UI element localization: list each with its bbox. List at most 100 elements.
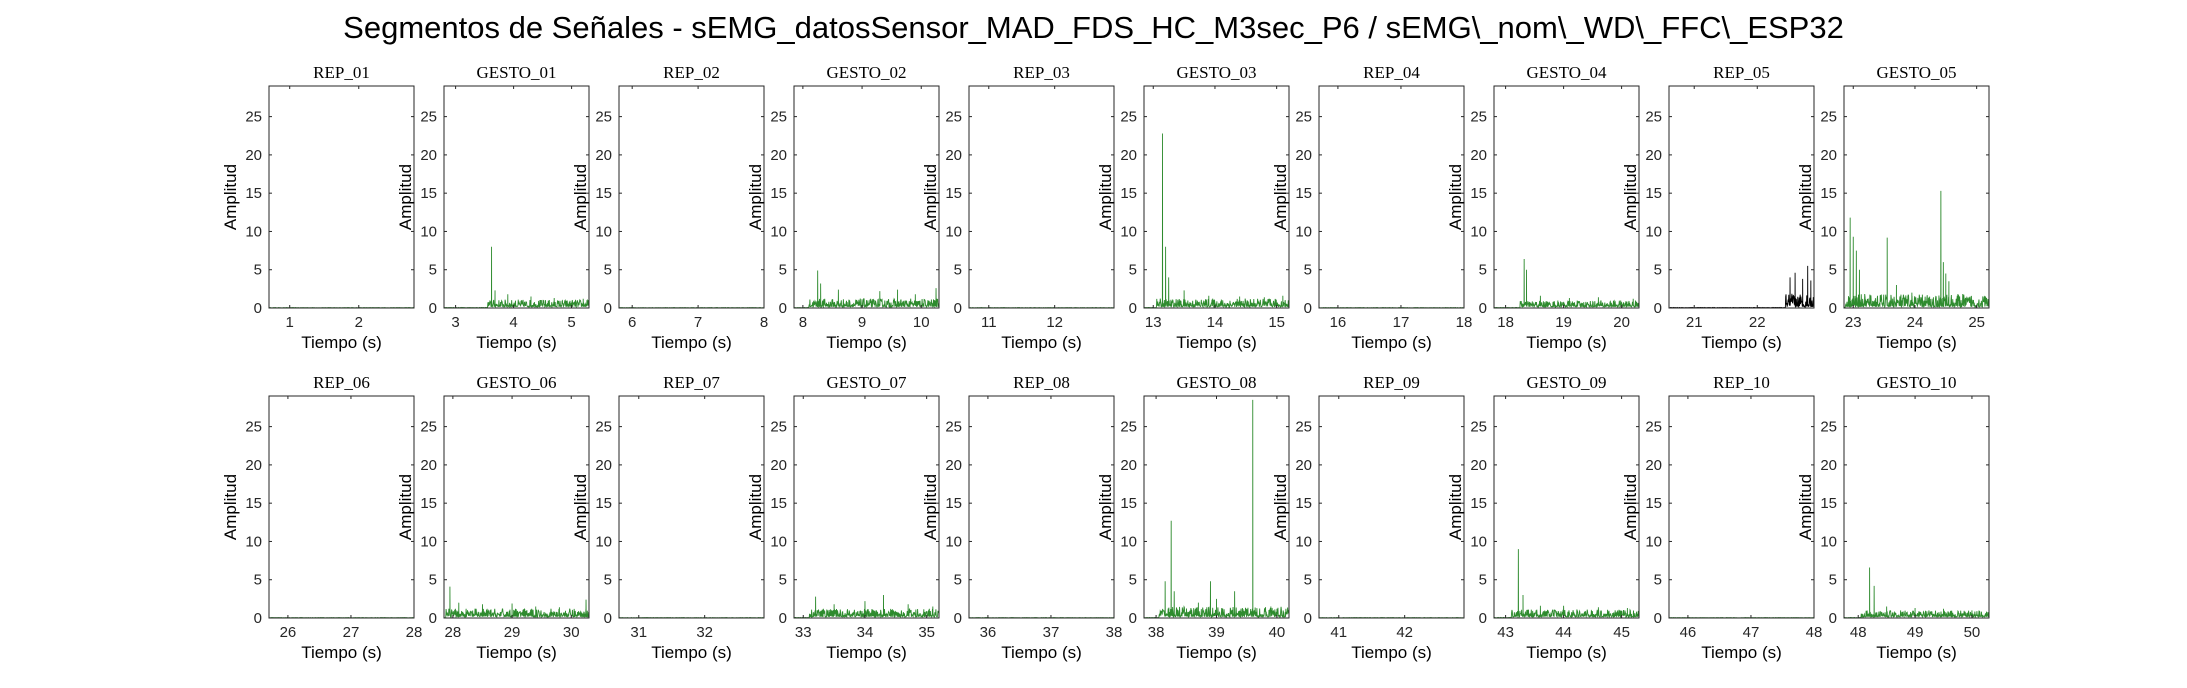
x-tick-label: 26	[280, 624, 297, 641]
y-tick-label: 15	[1470, 185, 1487, 202]
x-axis-label: Tiempo (s)	[651, 643, 732, 662]
x-tick-label: 21	[1686, 314, 1703, 331]
subplot-title: REP_04	[1363, 63, 1420, 82]
figure-title: Segmentos de Señales - sEMG_datosSensor_…	[343, 10, 1844, 45]
y-axis-label: Amplitud	[746, 474, 765, 540]
y-tick-label: 15	[770, 185, 787, 202]
x-tick-label: 16	[1330, 314, 1347, 331]
y-tick-label: 0	[1829, 300, 1837, 317]
y-tick-label: 25	[1120, 109, 1137, 126]
y-tick-label: 0	[1479, 610, 1487, 627]
axes-box	[268, 395, 415, 619]
x-axis-label: Tiempo (s)	[1001, 643, 1082, 662]
axes-box	[1493, 85, 1640, 309]
y-tick-label: 10	[1120, 223, 1137, 240]
signal-trace	[1843, 567, 1989, 619]
y-tick-label: 25	[1645, 419, 1662, 436]
y-axis-label: Amplitud	[396, 164, 415, 230]
y-tick-label: 15	[1645, 495, 1662, 512]
y-tick-label: 25	[1295, 109, 1312, 126]
x-axis-label: Tiempo (s)	[1351, 333, 1432, 352]
axes-box	[968, 395, 1115, 619]
y-tick-label: 25	[945, 109, 962, 126]
y-tick-label: 15	[245, 185, 262, 202]
x-tick-label: 41	[1330, 624, 1347, 641]
y-tick-label: 20	[770, 147, 787, 164]
y-tick-label: 15	[245, 495, 262, 512]
axes-box	[1668, 395, 1815, 619]
axes-box	[268, 85, 415, 309]
y-tick-label: 5	[1654, 572, 1662, 589]
x-tick-label: 25	[1968, 314, 1985, 331]
y-axis-label: Amplitud	[396, 474, 415, 540]
y-tick-label: 0	[254, 610, 262, 627]
x-tick-label: 38	[1106, 624, 1123, 641]
y-tick-label: 25	[1645, 109, 1662, 126]
x-axis-label: Tiempo (s)	[301, 643, 382, 662]
x-tick-label: 48	[1850, 624, 1867, 641]
y-axis-label: Amplitud	[1796, 474, 1815, 540]
y-axis-label: Amplitud	[1621, 164, 1640, 230]
x-tick-label: 46	[1680, 624, 1697, 641]
x-tick-label: 39	[1208, 624, 1225, 641]
y-tick-label: 15	[945, 185, 962, 202]
x-axis-label: Tiempo (s)	[1176, 643, 1257, 662]
x-tick-label: 45	[1613, 624, 1630, 641]
y-tick-label: 5	[254, 572, 262, 589]
y-tick-label: 20	[420, 147, 437, 164]
y-tick-label: 10	[945, 223, 962, 240]
x-tick-label: 17	[1393, 314, 1410, 331]
y-tick-label: 15	[1820, 495, 1837, 512]
y-tick-label: 20	[1645, 147, 1662, 164]
x-tick-label: 40	[1269, 624, 1286, 641]
y-tick-label: 0	[1654, 610, 1662, 627]
subplot-rep-06: 0 5 10 15 20 25 26 27 28 REP_06 Tiempo (s) Amplitud	[221, 373, 422, 662]
subplot-title: GESTO_05	[1877, 63, 1957, 82]
axes-box	[1843, 85, 1990, 309]
subplot-title: REP_10	[1713, 373, 1770, 392]
axes-box	[1318, 395, 1465, 619]
x-axis-label: Tiempo (s)	[1526, 333, 1607, 352]
y-tick-label: 5	[1479, 262, 1487, 279]
y-tick-label: 20	[1470, 457, 1487, 474]
x-tick-label: 5	[567, 314, 575, 331]
x-tick-label: 20	[1613, 314, 1630, 331]
y-axis-label: Amplitud	[1621, 474, 1640, 540]
subplot-rep-08: 0 5 10 15 20 25 36 37 38 REP_08 Tiempo (s) Amplitud	[921, 373, 1122, 662]
x-tick-label: 13	[1145, 314, 1162, 331]
x-axis-label: Tiempo (s)	[826, 333, 907, 352]
y-tick-label: 20	[1120, 147, 1137, 164]
y-tick-label: 10	[595, 223, 612, 240]
x-tick-label: 8	[799, 314, 807, 331]
x-tick-label: 28	[445, 624, 462, 641]
y-tick-label: 0	[604, 610, 612, 627]
signal-trace	[1143, 133, 1290, 309]
y-axis-label: Amplitud	[1446, 164, 1465, 230]
y-tick-label: 25	[1470, 109, 1487, 126]
x-tick-label: 29	[504, 624, 521, 641]
y-tick-label: 15	[595, 495, 612, 512]
subplot-gesto-10: 0 5 10 15 20 25 48 49 50 GESTO_10 Tiempo (s) Amplit…	[1796, 373, 1990, 662]
x-axis-label: Tiempo (s)	[476, 333, 557, 352]
y-tick-label: 0	[779, 610, 787, 627]
y-tick-label: 0	[1479, 300, 1487, 317]
subplot-title: REP_09	[1363, 373, 1420, 392]
y-axis-label: Amplitud	[1096, 164, 1115, 230]
x-axis-label: Tiempo (s)	[1526, 643, 1607, 662]
x-tick-label: 50	[1964, 624, 1981, 641]
subplot-title: REP_01	[313, 63, 370, 82]
y-tick-label: 20	[1645, 457, 1662, 474]
subplot-title: GESTO_10	[1877, 373, 1957, 392]
y-tick-label: 20	[1120, 457, 1137, 474]
y-tick-label: 15	[945, 495, 962, 512]
x-tick-label: 34	[857, 624, 874, 641]
y-tick-label: 10	[245, 223, 262, 240]
y-tick-label: 25	[1820, 109, 1837, 126]
subplot-rep-09: 0 5 10 15 20 25 41 42 REP_09 Tiempo (s) Amplitud	[1271, 373, 1465, 662]
y-tick-label: 5	[1304, 262, 1312, 279]
subplot-title: GESTO_03	[1177, 63, 1257, 82]
y-tick-label: 15	[1470, 495, 1487, 512]
y-tick-label: 25	[245, 419, 262, 436]
x-tick-label: 19	[1555, 314, 1572, 331]
